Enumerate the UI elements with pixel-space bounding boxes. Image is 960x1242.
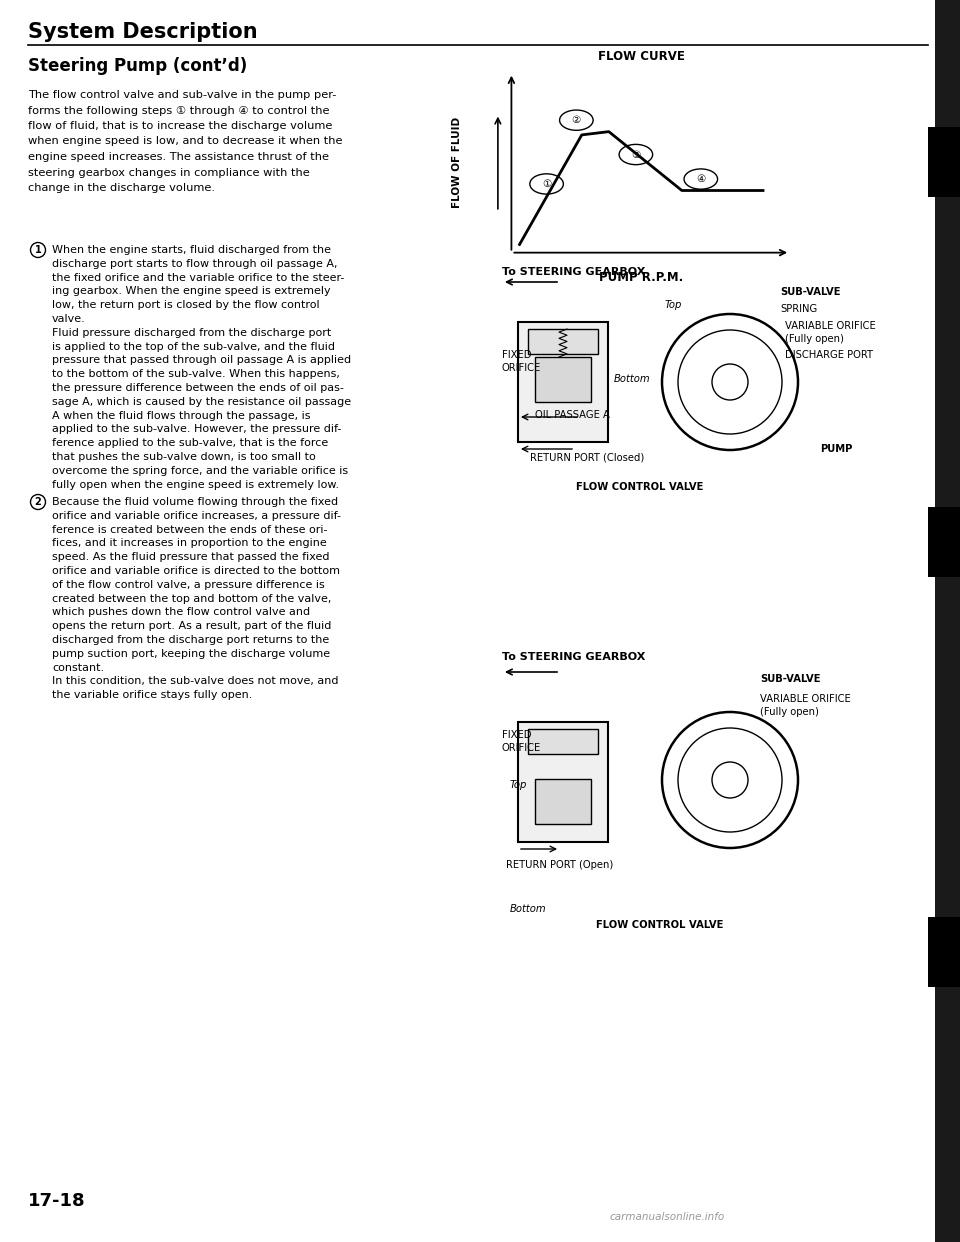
Bar (928, 507, 960, 578)
Text: FIXED: FIXED (502, 730, 532, 740)
Text: System Description: System Description (28, 22, 257, 42)
Text: FLOW OF FLUID: FLOW OF FLUID (452, 117, 463, 209)
Text: ORIFICE: ORIFICE (502, 743, 541, 753)
Text: discharge port starts to flow through oil passage A,: discharge port starts to flow through oi… (52, 258, 338, 268)
Text: constant.: constant. (52, 662, 104, 673)
Text: Steering Pump (cont’d): Steering Pump (cont’d) (28, 57, 248, 75)
Text: when engine speed is low, and to decrease it when the: when engine speed is low, and to decreas… (28, 137, 343, 147)
Bar (928, 127, 960, 197)
Text: DISCHARGE PORT: DISCHARGE PORT (785, 350, 873, 360)
Text: which pushes down the flow control valve and: which pushes down the flow control valve… (52, 607, 310, 617)
Text: overcome the spring force, and the variable orifice is: overcome the spring force, and the varia… (52, 466, 348, 476)
Text: SUB-VALVE: SUB-VALVE (780, 287, 841, 297)
Text: pressure that passed through oil passage A is applied: pressure that passed through oil passage… (52, 355, 351, 365)
Bar (535, 779, 591, 823)
Text: SPRING: SPRING (780, 304, 817, 314)
Text: Top: Top (665, 301, 683, 310)
Text: forms the following steps ① through ④ to control the: forms the following steps ① through ④ to… (28, 106, 329, 116)
Bar (518, 722, 608, 842)
Text: When the engine starts, fluid discharged from the: When the engine starts, fluid discharged… (52, 245, 331, 255)
Text: 1: 1 (35, 245, 41, 255)
Text: sage A, which is caused by the resistance oil passage: sage A, which is caused by the resistanc… (52, 396, 351, 407)
Text: pump suction port, keeping the discharge volume: pump suction port, keeping the discharge… (52, 648, 330, 658)
Text: that pushes the sub-valve down, is too small to: that pushes the sub-valve down, is too s… (52, 452, 316, 462)
Text: 2: 2 (35, 497, 41, 507)
Text: engine speed increases. The assistance thrust of the: engine speed increases. The assistance t… (28, 152, 329, 161)
Bar (935, 0, 960, 1242)
Text: Top: Top (510, 780, 527, 790)
Text: VARIABLE ORIFICE: VARIABLE ORIFICE (760, 694, 851, 704)
Text: speed. As the fluid pressure that passed the fixed: speed. As the fluid pressure that passed… (52, 553, 329, 563)
Text: To STEERING GEARBOX: To STEERING GEARBOX (502, 652, 645, 662)
Text: Bottom: Bottom (614, 374, 651, 384)
Text: ③: ③ (632, 149, 640, 159)
Text: the fixed orifice and the variable orifice to the steer-: the fixed orifice and the variable orifi… (52, 272, 345, 283)
Text: fully open when the engine speed is extremely low.: fully open when the engine speed is extr… (52, 479, 339, 489)
Text: ④: ④ (696, 174, 706, 184)
Text: steering gearbox changes in compliance with the: steering gearbox changes in compliance w… (28, 168, 310, 178)
Bar (518, 322, 608, 442)
Text: RETURN PORT (Open): RETURN PORT (Open) (506, 859, 613, 869)
Text: orifice and variable orifice is directed to the bottom: orifice and variable orifice is directed… (52, 566, 340, 576)
Text: ference is created between the ends of these ori-: ference is created between the ends of t… (52, 524, 327, 534)
Text: (Fully open): (Fully open) (785, 334, 844, 344)
Text: ference applied to the sub-valve, that is the force: ference applied to the sub-valve, that i… (52, 438, 328, 448)
Text: RETURN PORT (Closed): RETURN PORT (Closed) (530, 452, 644, 462)
Text: PUMP: PUMP (820, 443, 852, 455)
Text: carmanualsonline.info: carmanualsonline.info (610, 1212, 725, 1222)
Text: OIL PASSAGE A: OIL PASSAGE A (535, 410, 610, 420)
Bar (535, 356, 591, 402)
Text: change in the discharge volume.: change in the discharge volume. (28, 183, 215, 193)
Text: FIXED: FIXED (502, 350, 532, 360)
Text: opens the return port. As a result, part of the fluid: opens the return port. As a result, part… (52, 621, 331, 631)
Text: SUB-VALVE: SUB-VALVE (760, 674, 821, 684)
Bar (928, 917, 960, 987)
Text: flow of fluid, that is to increase the discharge volume: flow of fluid, that is to increase the d… (28, 120, 332, 130)
Text: ing gearbox. When the engine speed is extremely: ing gearbox. When the engine speed is ex… (52, 287, 330, 297)
Text: To STEERING GEARBOX: To STEERING GEARBOX (502, 267, 645, 277)
Text: FLOW CONTROL VALVE: FLOW CONTROL VALVE (596, 920, 724, 930)
Text: the variable orifice stays fully open.: the variable orifice stays fully open. (52, 691, 252, 700)
Bar (528, 729, 598, 754)
Text: fices, and it increases in proportion to the engine: fices, and it increases in proportion to… (52, 538, 326, 549)
Text: to the bottom of the sub-valve. When this happens,: to the bottom of the sub-valve. When thi… (52, 369, 340, 379)
Text: Fluid pressure discharged from the discharge port: Fluid pressure discharged from the disch… (52, 328, 331, 338)
Text: applied to the sub-valve. However, the pressure dif-: applied to the sub-valve. However, the p… (52, 425, 342, 435)
Text: FLOW CURVE: FLOW CURVE (598, 50, 684, 63)
Text: valve.: valve. (52, 314, 85, 324)
Text: PUMP R.P.M.: PUMP R.P.M. (599, 271, 684, 283)
Text: ②: ② (572, 116, 581, 125)
Text: ORIFICE: ORIFICE (502, 363, 541, 373)
Text: created between the top and bottom of the valve,: created between the top and bottom of th… (52, 594, 331, 604)
Text: FLOW CONTROL VALVE: FLOW CONTROL VALVE (576, 482, 704, 492)
Text: The flow control valve and sub-valve in the pump per-: The flow control valve and sub-valve in … (28, 89, 336, 101)
Text: (Fully open): (Fully open) (760, 707, 819, 717)
Text: orifice and variable orifice increases, a pressure dif-: orifice and variable orifice increases, … (52, 510, 341, 520)
Text: A when the fluid flows through the passage, is: A when the fluid flows through the passa… (52, 411, 310, 421)
Text: the pressure difference between the ends of oil pas-: the pressure difference between the ends… (52, 383, 344, 392)
Text: 17-18: 17-18 (28, 1192, 85, 1210)
Text: Bottom: Bottom (510, 904, 546, 914)
Text: ①: ① (542, 179, 551, 189)
Text: Because the fluid volume flowing through the fixed: Because the fluid volume flowing through… (52, 497, 338, 507)
Text: of the flow control valve, a pressure difference is: of the flow control valve, a pressure di… (52, 580, 324, 590)
Text: VARIABLE ORIFICE: VARIABLE ORIFICE (785, 320, 876, 332)
Text: low, the return port is closed by the flow control: low, the return port is closed by the fl… (52, 301, 320, 310)
Text: discharged from the discharge port returns to the: discharged from the discharge port retur… (52, 635, 329, 645)
Text: is applied to the top of the sub-valve, and the fluid: is applied to the top of the sub-valve, … (52, 342, 335, 351)
Bar (528, 329, 598, 354)
Text: In this condition, the sub-valve does not move, and: In this condition, the sub-valve does no… (52, 677, 339, 687)
